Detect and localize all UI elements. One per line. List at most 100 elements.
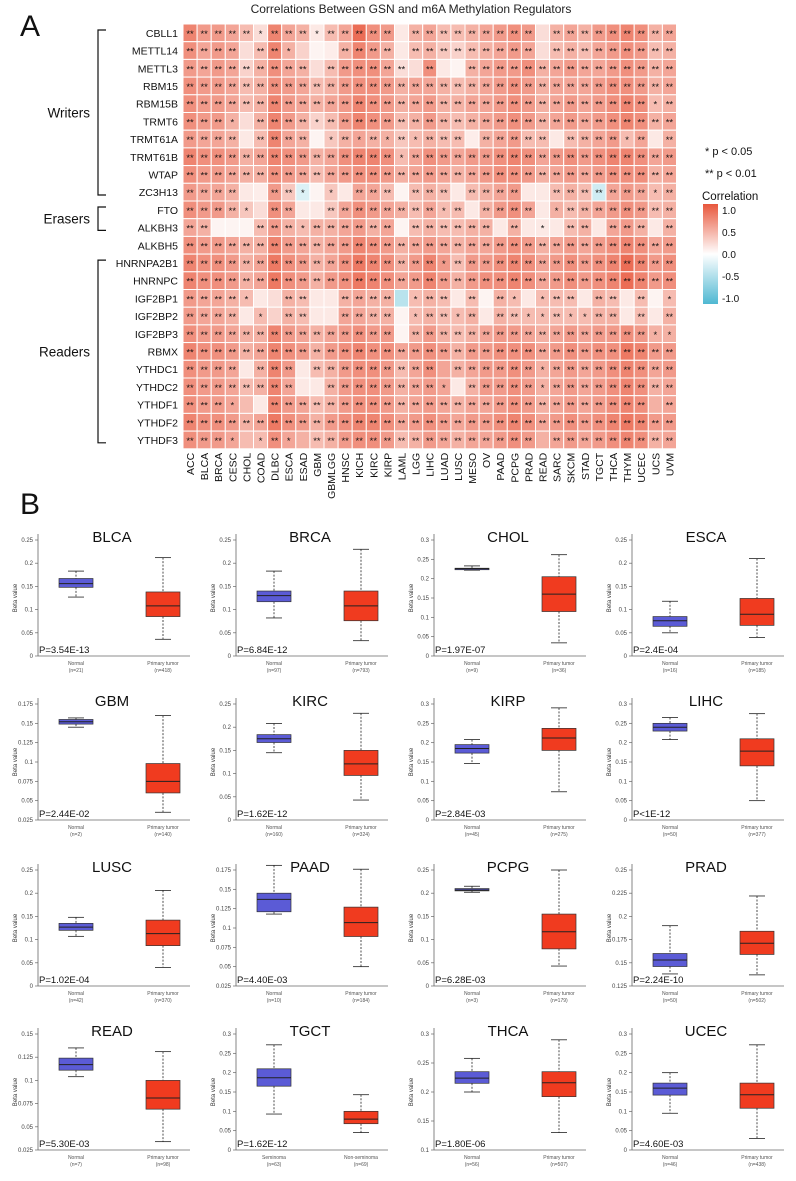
heatmap-sig-mark: ** [327,170,335,181]
boxplot-tick-label: 0.2 [421,891,430,897]
heatmap-sig-mark: ** [313,153,321,164]
heatmap-sig-mark: ** [525,170,533,181]
colorbar-tick-label: 0.0 [722,250,736,261]
heatmap-sig-mark: * [230,117,234,128]
heatmap-sig-mark: ** [299,82,307,93]
heatmap-sig-mark: * [653,188,657,199]
boxplot-tick-label: 0.2 [421,741,430,747]
boxplot-title: GBM [95,693,129,710]
boxplot-group-n: (n=69) [354,1162,369,1168]
boxplot-y-label: Beta value [211,1077,217,1106]
heatmap-sig-mark: ** [370,312,378,323]
heatmap-sig-mark: ** [525,117,533,128]
heatmap-sig-mark: ** [370,64,378,75]
heatmap-sig-mark: ** [666,117,674,128]
heatmap-sig-mark: ** [666,241,674,252]
boxplot-tick-label: 0 [228,654,232,660]
boxplot-group-n: (n=370) [154,998,172,1004]
heatmap-sig-mark: ** [426,100,434,111]
boxplot-group-n: (n=21) [69,668,84,674]
heatmap-sig-mark: ** [412,47,420,58]
heatmap-sig-mark: ** [652,418,660,429]
heatmap-sig-mark: ** [623,224,631,235]
heatmap-sig-mark: ** [243,383,251,394]
boxplot-group-n: (n=16) [663,668,678,674]
boxplot-group-label: Primary tumor [147,661,179,667]
heatmap-sig-mark: ** [327,436,335,447]
heatmap-sig-mark: ** [313,347,321,358]
heatmap-sig-mark: ** [384,312,392,323]
heatmap-sig-mark: ** [666,64,674,75]
heatmap-sig-mark: ** [567,153,575,164]
heatmap-sig-mark: ** [581,82,589,93]
heatmap-sig-mark: ** [567,436,575,447]
heatmap-sig-mark: ** [200,294,208,305]
heatmap-sig-mark: ** [638,117,646,128]
boxplot-tick-label: 0.05 [219,965,231,971]
boxplot-tick-label: 0.05 [219,795,231,801]
boxplot-title: KIRP [490,693,525,710]
boxplot-tick-label: 0.3 [223,1032,232,1038]
heatmap-cell [253,200,269,220]
heatmap-sig-mark: ** [652,206,660,217]
heatmap-sig-mark: ** [482,436,490,447]
heatmap-cell [394,23,410,43]
heatmap-sig-mark: ** [356,241,364,252]
heatmap-sig-mark: ** [271,29,279,40]
heatmap-cell [647,218,663,237]
heatmap-title: Correlations Between GSN and m6A Methyla… [251,2,572,16]
heatmap-col-label: GBMLGG [326,453,338,499]
heatmap-sig-mark: ** [327,224,335,235]
heatmap-sig-mark: ** [595,206,603,217]
boxplot-group-label: Normal [662,661,678,667]
heatmap-col-label: UCS [650,453,662,475]
boxplot-group-label: Primary tumor [345,825,377,831]
boxplot-box [739,1082,775,1109]
heatmap-sig-mark: ** [497,29,505,40]
heatmap-sig-mark: ** [595,170,603,181]
heatmap-sig-mark: ** [567,241,575,252]
heatmap-sig-mark: ** [482,82,490,93]
heatmap-sig-mark: ** [313,418,321,429]
heatmap-sig-mark: ** [271,135,279,146]
heatmap-sig-mark: ** [186,206,194,217]
heatmap-sig-mark: ** [398,82,406,93]
heatmap-sig-mark: ** [313,277,321,288]
heatmap-sig-mark: ** [440,224,448,235]
heatmap-sig-mark: ** [257,277,265,288]
heatmap-cell [535,430,551,450]
boxplot-panel: TGCT Beta value 0 0.05 0.1 0.15 0.2 0.25 0.3 Semi… [211,1023,388,1168]
heatmap-sig-mark: * [668,294,672,305]
heatmap-row-label: RBMX [148,346,178,358]
heatmap-sig-mark: ** [426,135,434,146]
heatmap-sig-mark: ** [341,436,349,447]
heatmap-sig-mark: ** [370,418,378,429]
heatmap-sig-mark: ** [595,401,603,412]
heatmap-sig-mark: ** [666,29,674,40]
heatmap-sig-mark: ** [200,259,208,270]
boxplot-tick-label: 0.15 [417,1119,429,1125]
heatmap-sig-mark: * [301,188,305,199]
heatmap-sig-mark: ** [285,259,293,270]
heatmap-sig-mark: ** [285,347,293,358]
heatmap-cell [267,306,283,326]
boxplot-box [145,591,181,617]
heatmap-sig-mark: ** [412,365,420,376]
heatmap-sig-mark: ** [454,259,462,270]
boxplot-group-n: (n=98) [156,1162,171,1168]
heatmap-sig-mark: ** [609,365,617,376]
heatmap-sig-mark: ** [285,224,293,235]
heatmap-sig-mark: ** [398,135,406,146]
heatmap-sig-mark: ** [468,153,476,164]
heatmap-sig-mark: ** [497,294,505,305]
heatmap-sig-mark: ** [370,47,378,58]
heatmap-col-label: BLCA [199,453,211,480]
heatmap-sig-mark: ** [468,294,476,305]
heatmap-sig-mark: ** [285,82,293,93]
heatmap-sig-mark: ** [412,383,420,394]
heatmap-sig-mark: ** [623,206,631,217]
boxplot-group-n: (n=438) [748,1162,766,1168]
heatmap-sig-mark: ** [229,277,237,288]
heatmap-sig-mark: ** [581,224,589,235]
boxplot-tick-label: 0.15 [219,748,231,754]
